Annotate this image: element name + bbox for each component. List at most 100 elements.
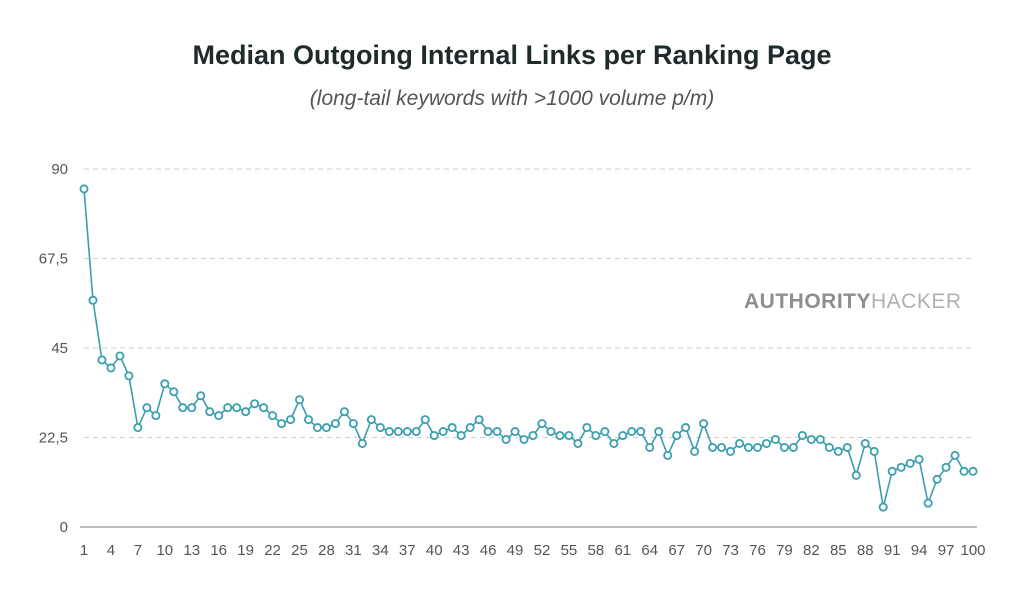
data-point — [447, 423, 457, 433]
data-point — [178, 403, 188, 413]
data-point — [645, 442, 655, 452]
data-point — [330, 419, 340, 429]
data-point — [636, 427, 646, 437]
x-tick-label: 97 — [938, 542, 955, 559]
data-point — [546, 427, 556, 437]
data-point — [564, 431, 574, 441]
data-point — [474, 415, 484, 425]
x-tick-label: 70 — [695, 542, 712, 559]
data-point — [196, 391, 206, 401]
data-point — [223, 403, 233, 413]
data-point — [932, 474, 942, 484]
y-tick-label: 22,5 — [39, 430, 68, 447]
data-point — [752, 442, 762, 452]
data-point — [555, 431, 565, 441]
watermark-part2: HACKER — [871, 290, 962, 313]
data-point — [348, 419, 358, 429]
x-tick-label: 100 — [960, 542, 985, 559]
x-tick-label: 55 — [561, 542, 578, 559]
data-point — [869, 446, 879, 456]
x-tick-label: 40 — [426, 542, 443, 559]
x-tick-label: 7 — [134, 542, 142, 559]
y-tick-label: 90 — [51, 161, 68, 178]
data-point — [411, 427, 421, 437]
data-point — [519, 434, 529, 444]
data-point — [833, 446, 843, 456]
data-point — [465, 423, 475, 433]
data-point — [88, 295, 98, 305]
x-tick-label: 10 — [156, 542, 173, 559]
watermark-logo: AUTHORITYHACKER — [744, 290, 962, 314]
data-point — [887, 466, 897, 476]
data-point — [133, 423, 143, 433]
data-point — [896, 462, 906, 472]
data-point — [510, 427, 520, 437]
x-tick-label: 49 — [507, 542, 524, 559]
data-point — [339, 407, 349, 417]
x-tick-label: 46 — [480, 542, 497, 559]
data-point — [950, 450, 960, 460]
x-tick-label: 16 — [210, 542, 227, 559]
x-tick-label: 64 — [641, 542, 658, 559]
data-point — [618, 431, 628, 441]
data-point — [357, 438, 367, 448]
x-tick-label: 43 — [453, 542, 470, 559]
data-point — [824, 442, 834, 452]
data-point — [609, 438, 619, 448]
data-point — [717, 442, 727, 452]
x-tick-label: 58 — [588, 542, 605, 559]
x-tick-label: 88 — [857, 542, 874, 559]
data-point — [384, 427, 394, 437]
data-point — [941, 462, 951, 472]
x-tick-label: 79 — [776, 542, 793, 559]
data-point — [393, 427, 403, 437]
data-point — [241, 407, 251, 417]
data-point — [456, 431, 466, 441]
data-point — [744, 442, 754, 452]
data-point — [97, 355, 107, 365]
x-tick-label: 73 — [722, 542, 739, 559]
x-tick-label: 22 — [264, 542, 281, 559]
data-point — [375, 423, 385, 433]
chart-title: Median Outgoing Internal Links per Ranki… — [192, 40, 832, 70]
data-point — [690, 446, 700, 456]
data-point — [905, 458, 915, 468]
x-tick-label: 31 — [345, 542, 362, 559]
x-tick-label: 85 — [830, 542, 847, 559]
data-point — [708, 442, 718, 452]
data-point — [268, 411, 278, 421]
x-tick-label: 52 — [534, 542, 551, 559]
data-point — [797, 431, 807, 441]
data-point — [321, 423, 331, 433]
data-point — [438, 427, 448, 437]
data-point — [779, 442, 789, 452]
chart-subtitle: (long-tail keywords with >1000 volume p/… — [309, 87, 715, 110]
data-point — [501, 434, 511, 444]
data-point — [250, 399, 260, 409]
data-point — [402, 427, 412, 437]
x-tick-label: 28 — [318, 542, 335, 559]
data-point — [259, 403, 269, 413]
data-point — [537, 419, 547, 429]
data-point — [366, 415, 376, 425]
data-point — [286, 415, 296, 425]
data-point — [115, 351, 125, 361]
data-point — [959, 466, 969, 476]
data-point — [151, 411, 161, 421]
x-tick-label: 67 — [668, 542, 685, 559]
data-point — [726, 446, 736, 456]
data-point — [106, 363, 116, 373]
x-tick-label: 76 — [749, 542, 766, 559]
data-point — [672, 431, 682, 441]
x-tick-label: 34 — [372, 542, 389, 559]
data-point — [627, 427, 637, 437]
data-point — [842, 442, 852, 452]
data-point — [851, 470, 861, 480]
data-point — [582, 423, 592, 433]
data-point — [860, 438, 870, 448]
data-point — [205, 407, 215, 417]
data-point — [770, 434, 780, 444]
y-tick-label: 67,5 — [39, 251, 68, 268]
data-point — [214, 411, 224, 421]
data-point — [429, 431, 439, 441]
